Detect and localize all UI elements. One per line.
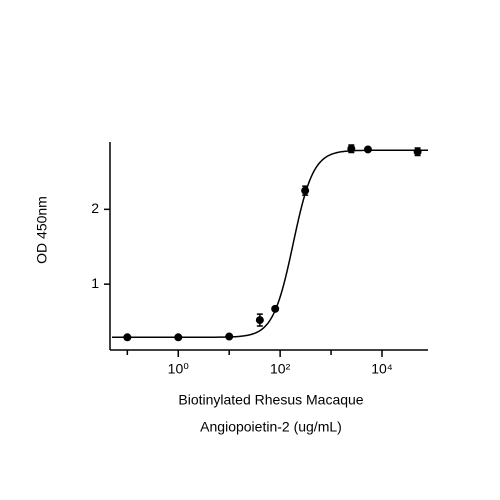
data-point (347, 144, 356, 153)
data-point (174, 333, 183, 342)
x-axis-title: Angiopoietin-2 (ug/mL) (200, 419, 342, 435)
data-point (413, 147, 422, 156)
data-point (271, 304, 280, 313)
y-tick-label: 2 (91, 200, 99, 216)
data-point (301, 186, 310, 195)
data-point (363, 145, 372, 154)
data-point (123, 333, 132, 342)
data-point (255, 316, 264, 325)
x-tick-label: 10⁰ (168, 361, 190, 377)
x-tick-label: 10⁴ (371, 361, 393, 377)
fit-curve (112, 149, 428, 339)
data-point (225, 332, 234, 341)
y-tick-label: 1 (91, 275, 99, 291)
x-axis-title: Biotinylated Rhesus Macaque (178, 392, 363, 408)
y-axis-title: OD 450nm (34, 196, 50, 264)
x-tick-label: 10² (270, 361, 291, 377)
